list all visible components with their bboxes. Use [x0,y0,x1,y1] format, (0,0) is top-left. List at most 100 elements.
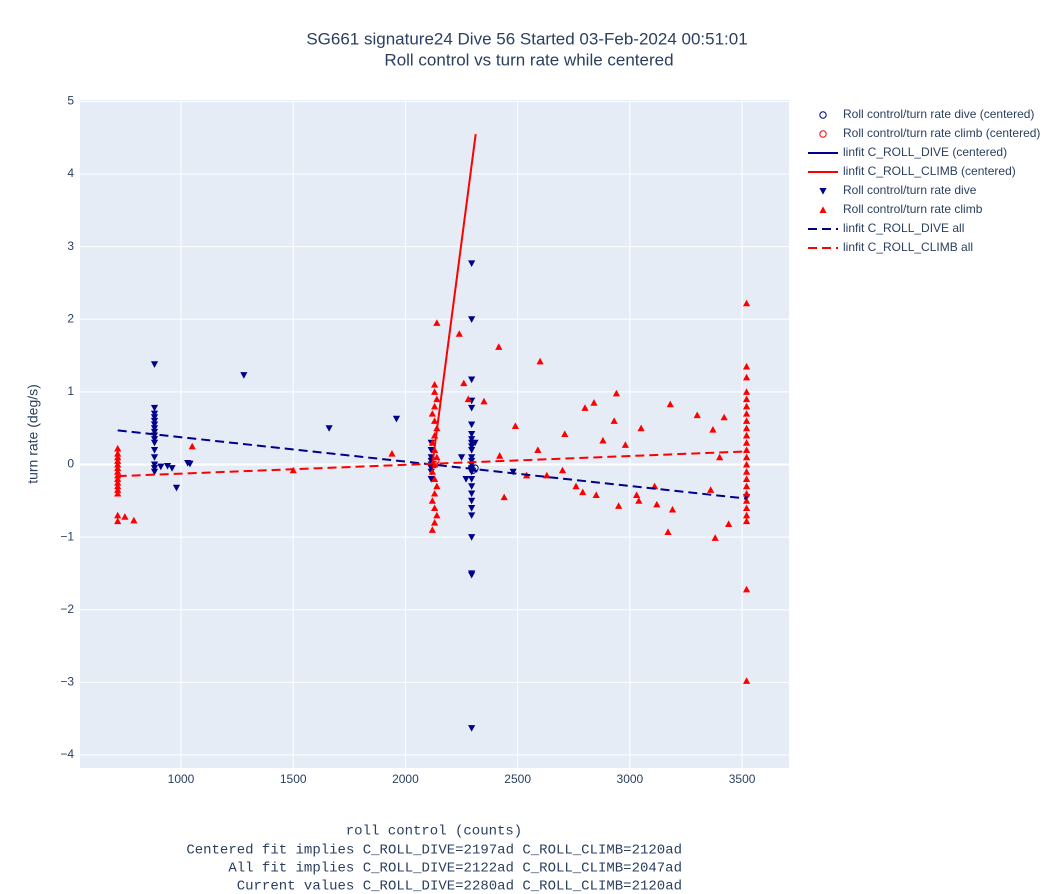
marker [150,446,159,454]
marker [431,402,439,410]
legend-label: linfit C_ROLL_CLIMB all [843,240,973,254]
marker [635,497,643,504]
marker [742,475,751,483]
marker [150,439,159,447]
marker [468,571,476,579]
y-tick-label: −1 [60,529,74,543]
marker [114,489,122,497]
marker [637,424,645,432]
chart-title: SG661 signature24 Dive 56 Started 03-Feb… [306,29,747,48]
marker [150,404,159,412]
marker [431,381,439,388]
marker [471,439,479,447]
marker [742,489,751,497]
marker [186,460,194,468]
marker [742,299,751,307]
marker [431,489,439,497]
marker [114,453,122,461]
marker [468,404,476,412]
marker [742,497,751,504]
marker [172,484,181,492]
marker [742,410,751,417]
marker [742,424,751,432]
marker [711,534,719,541]
marker [427,446,435,454]
legend-label: linfit C_ROLL_DIVE (centered) [843,145,1007,159]
marker [509,468,517,476]
legend-marker [819,111,827,119]
marker [460,379,468,387]
marker [433,319,441,326]
marker [468,505,476,512]
legend-marker [819,188,827,195]
marker [431,417,439,424]
marker [709,426,717,433]
marker [468,421,476,429]
marker [455,330,463,337]
marker [431,518,439,526]
marker [468,457,476,465]
marker [468,316,476,323]
marker [468,431,476,438]
marker [428,526,436,533]
fit-line [117,450,747,478]
legend-label: linfit C_ROLL_CLIMB (centered) [843,164,1016,178]
marker [428,468,436,475]
marker [388,450,396,457]
marker [468,260,476,267]
marker [114,475,122,483]
marker [157,463,165,471]
marker [150,410,159,418]
marker [495,343,503,350]
marker [742,677,751,684]
marker [579,488,587,496]
x-tick-label: 3500 [729,772,756,786]
y-axis-title: turn rate (deg/s) [25,384,41,484]
x-axis-title: roll control (counts) [346,824,522,840]
marker [168,465,176,472]
marker [433,482,441,490]
y-tick-label: 3 [67,239,74,253]
marker [561,430,569,437]
marker [114,486,122,493]
marker [621,441,629,448]
x-tick-label: 2000 [392,772,419,786]
marker [653,500,661,508]
marker [150,436,159,443]
y-tick-label: 1 [67,384,74,398]
marker [468,443,476,450]
marker [707,486,715,493]
marker [468,476,476,483]
marker [150,414,159,421]
marker [150,468,159,476]
legend-label: Roll control/turn rate climb [843,202,983,216]
marker [742,417,751,424]
marker [615,502,623,509]
marker [633,491,641,498]
legend-label: Roll control/turn rate climb (centered) [843,126,1040,140]
marker [431,460,439,468]
marker [433,511,441,519]
marker [742,395,751,403]
marker [114,460,122,468]
marker [664,528,672,536]
marker [742,585,751,593]
marker [464,395,472,403]
marker [742,362,751,370]
y-tick-label: −3 [60,674,74,688]
marker [742,460,751,468]
legend-label: linfit C_ROLL_DIVE all [843,221,964,235]
marker [150,461,159,469]
x-axis-note: Centered fit implies C_ROLL_DIVE=2197ad … [186,843,682,859]
marker [581,404,589,411]
marker [496,452,504,459]
marker [468,446,476,454]
marker [500,493,508,501]
marker [433,453,441,461]
fit-line [431,133,477,465]
marker [742,402,751,410]
marker [468,483,476,490]
marker [433,395,441,403]
marker [610,417,618,424]
